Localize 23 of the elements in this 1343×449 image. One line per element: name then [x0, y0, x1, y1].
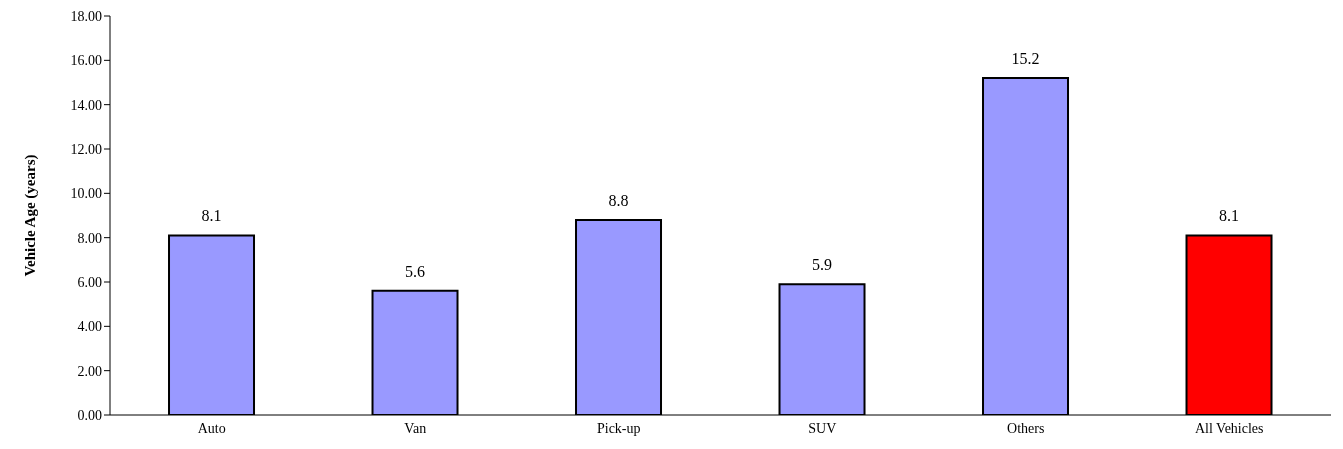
y-tick-label: 0.00: [77, 407, 102, 423]
y-tick-label: 6.00: [77, 274, 102, 290]
x-tick-label: Van: [404, 420, 427, 436]
y-tick-label: 12.00: [70, 141, 102, 157]
y-tick-label: 2.00: [77, 363, 102, 379]
data-label: 8.8: [608, 191, 629, 209]
data-label: 8.1: [1219, 207, 1240, 225]
y-tick-label: 8.00: [77, 230, 102, 246]
y-tick-label: 10.00: [70, 186, 102, 202]
x-tick-label: Auto: [197, 420, 226, 436]
x-tick-label: Others: [1007, 420, 1045, 436]
y-tick-label: 18.00: [70, 8, 102, 24]
data-label: 8.1: [201, 207, 222, 225]
y-axis-title: Vehicle Age (years): [22, 154, 40, 277]
x-tick-label: Pick-up: [596, 420, 641, 436]
data-label: 5.9: [812, 256, 833, 274]
data-label: 15.2: [1011, 50, 1040, 68]
data-label: 5.6: [405, 262, 426, 280]
y-tick-label: 16.00: [70, 53, 102, 69]
x-tick-label: SUV: [808, 420, 837, 436]
y-tick-label: 14.00: [70, 97, 102, 113]
x-tick-label: All Vehicles: [1194, 420, 1264, 436]
y-tick-label: 4.00: [77, 319, 102, 335]
